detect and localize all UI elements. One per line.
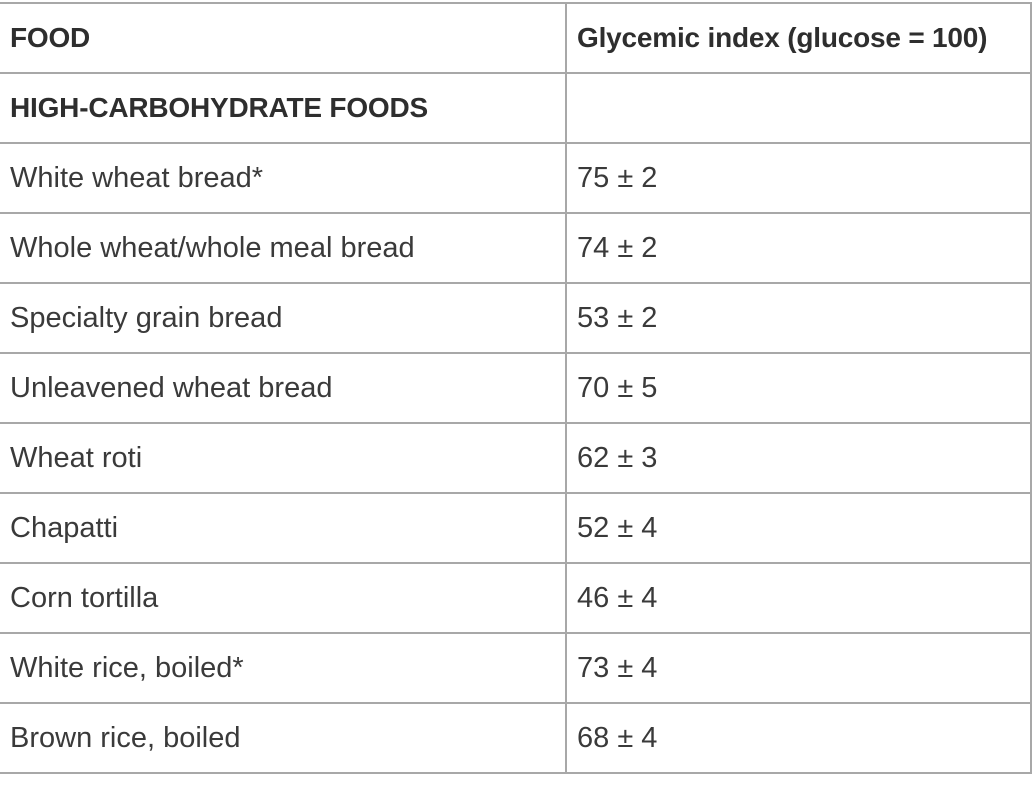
- table-row: Brown rice, boiled 68 ± 4: [0, 702, 1032, 774]
- column-header-food: FOOD: [0, 2, 567, 74]
- table-row: Wheat roti 62 ± 3: [0, 422, 1032, 494]
- section-title: HIGH-CARBOHYDRATE FOODS: [0, 72, 567, 144]
- food-cell: Chapatti: [0, 492, 567, 564]
- gi-cell: 68 ± 4: [565, 702, 1032, 774]
- food-cell: Brown rice, boiled: [0, 702, 567, 774]
- glycemic-index-table: FOOD Glycemic index (glucose = 100) HIGH…: [0, 2, 1032, 774]
- table-row: Specialty grain bread 53 ± 2: [0, 282, 1032, 354]
- food-cell: Whole wheat/whole meal bread: [0, 212, 567, 284]
- gi-cell: 73 ± 4: [565, 632, 1032, 704]
- table-row: Whole wheat/whole meal bread 74 ± 2: [0, 212, 1032, 284]
- gi-cell: 52 ± 4: [565, 492, 1032, 564]
- table-row: Unleavened wheat bread 70 ± 5: [0, 352, 1032, 424]
- table-row: Chapatti 52 ± 4: [0, 492, 1032, 564]
- food-cell: Unleavened wheat bread: [0, 352, 567, 424]
- gi-cell: 46 ± 4: [565, 562, 1032, 634]
- food-cell: White rice, boiled*: [0, 632, 567, 704]
- gi-cell: 62 ± 3: [565, 422, 1032, 494]
- table-header-row: FOOD Glycemic index (glucose = 100): [0, 2, 1032, 74]
- section-value-empty: [565, 72, 1032, 144]
- gi-cell: 53 ± 2: [565, 282, 1032, 354]
- section-header-row: HIGH-CARBOHYDRATE FOODS: [0, 72, 1032, 144]
- table-row: White wheat bread* 75 ± 2: [0, 142, 1032, 214]
- food-cell: White wheat bread*: [0, 142, 567, 214]
- table-row: White rice, boiled* 73 ± 4: [0, 632, 1032, 704]
- food-cell: Wheat roti: [0, 422, 567, 494]
- gi-cell: 74 ± 2: [565, 212, 1032, 284]
- food-cell: Corn tortilla: [0, 562, 567, 634]
- food-cell: Specialty grain bread: [0, 282, 567, 354]
- column-header-glycemic-index: Glycemic index (glucose = 100): [565, 2, 1032, 74]
- gi-cell: 75 ± 2: [565, 142, 1032, 214]
- gi-cell: 70 ± 5: [565, 352, 1032, 424]
- table-row: Corn tortilla 46 ± 4: [0, 562, 1032, 634]
